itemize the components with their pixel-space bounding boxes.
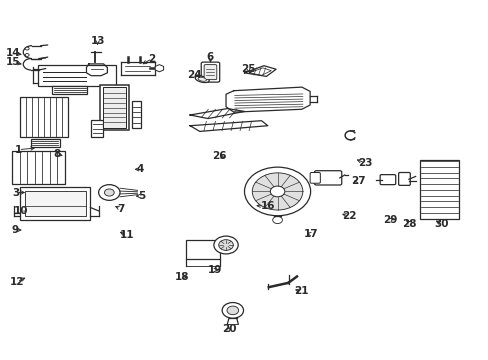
Circle shape	[226, 306, 238, 315]
Text: 17: 17	[304, 229, 318, 239]
FancyBboxPatch shape	[379, 175, 395, 185]
Bar	[25, 191, 85, 216]
Text: 25: 25	[241, 64, 255, 73]
Text: 9: 9	[11, 225, 19, 235]
Circle shape	[25, 54, 29, 57]
Bar	[12, 152, 64, 184]
Circle shape	[213, 236, 238, 254]
Text: 8: 8	[54, 149, 61, 159]
Polygon shape	[244, 66, 276, 76]
Text: 16: 16	[260, 201, 275, 211]
FancyBboxPatch shape	[203, 64, 216, 80]
Text: 2: 2	[148, 54, 155, 64]
Bar	[100, 85, 128, 130]
Polygon shape	[190, 121, 267, 131]
Bar	[20, 97, 68, 137]
Text: 26: 26	[211, 151, 226, 161]
Text: 19: 19	[208, 265, 222, 275]
Polygon shape	[86, 64, 107, 76]
Text: 5: 5	[138, 191, 145, 201]
Text: 27: 27	[351, 176, 366, 186]
Circle shape	[252, 173, 302, 210]
Circle shape	[270, 186, 285, 197]
Text: 20: 20	[221, 324, 236, 334]
Bar	[52, 86, 87, 94]
FancyBboxPatch shape	[398, 172, 409, 185]
Text: 1: 1	[15, 145, 22, 155]
Text: 30: 30	[433, 219, 448, 229]
Circle shape	[25, 47, 29, 50]
Circle shape	[99, 185, 120, 201]
Text: 3: 3	[12, 188, 20, 198]
Bar	[30, 139, 60, 147]
FancyBboxPatch shape	[201, 62, 219, 82]
Bar	[419, 160, 458, 219]
Ellipse shape	[195, 76, 209, 82]
Text: 10: 10	[14, 206, 28, 216]
Text: 28: 28	[402, 219, 416, 229]
Text: 4: 4	[136, 164, 143, 174]
Text: 23: 23	[357, 158, 371, 168]
Circle shape	[222, 302, 243, 318]
FancyBboxPatch shape	[309, 172, 320, 183]
Text: 21: 21	[294, 287, 308, 296]
Text: 6: 6	[206, 52, 214, 62]
Text: 18: 18	[175, 272, 189, 282]
Text: 12: 12	[10, 277, 24, 287]
Polygon shape	[225, 87, 309, 112]
FancyBboxPatch shape	[314, 171, 341, 185]
Circle shape	[218, 240, 233, 250]
Bar	[38, 65, 116, 86]
Text: 11: 11	[120, 230, 134, 240]
Text: 22: 22	[341, 211, 356, 221]
Text: 13: 13	[90, 36, 105, 46]
Text: 15: 15	[6, 57, 21, 67]
Ellipse shape	[198, 77, 206, 81]
Bar	[131, 102, 141, 128]
Circle shape	[104, 189, 114, 196]
Polygon shape	[190, 109, 244, 118]
Text: 14: 14	[6, 48, 21, 58]
Bar	[102, 87, 125, 128]
Circle shape	[272, 216, 282, 224]
Text: 29: 29	[383, 215, 397, 225]
Text: 7: 7	[117, 203, 124, 213]
Bar	[20, 187, 90, 220]
Circle shape	[244, 167, 310, 216]
Bar	[186, 240, 220, 259]
Text: 24: 24	[187, 69, 202, 80]
Bar	[91, 120, 103, 137]
